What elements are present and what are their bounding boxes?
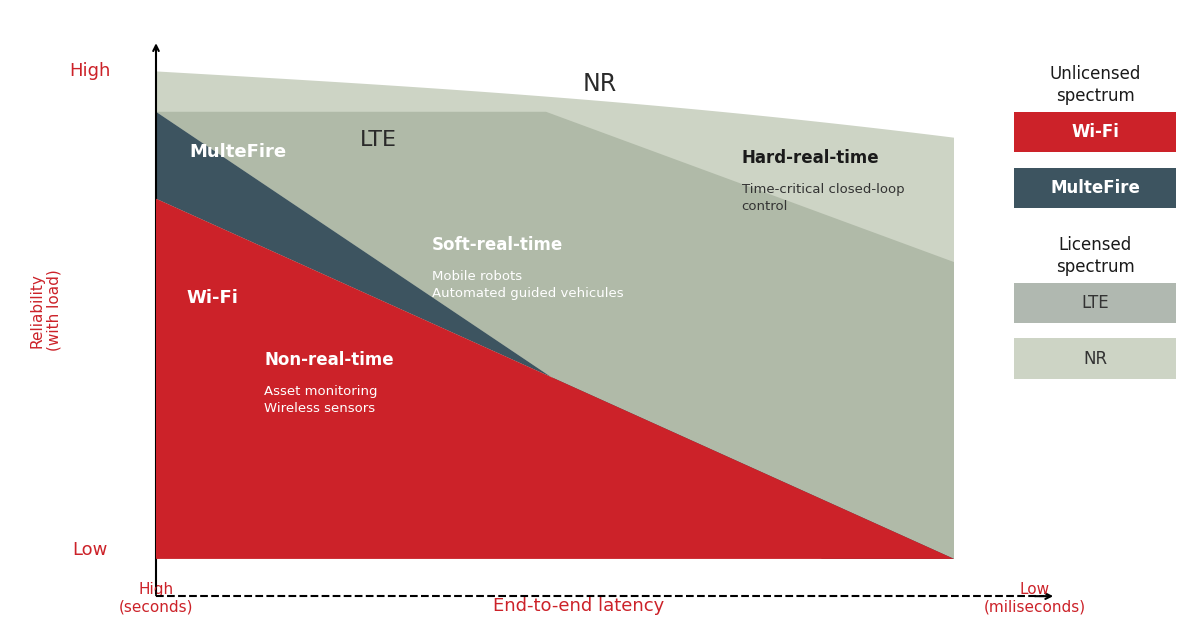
Bar: [1014, 168, 1176, 208]
Polygon shape: [156, 199, 954, 559]
Text: Unlicensed
spectrum: Unlicensed spectrum: [1049, 65, 1141, 106]
Text: Wi-Fi: Wi-Fi: [1072, 123, 1118, 141]
Bar: [1014, 283, 1176, 323]
Text: Low: Low: [72, 541, 108, 558]
Text: End-to-end latency: End-to-end latency: [493, 597, 665, 615]
Text: NR: NR: [583, 72, 617, 96]
Polygon shape: [156, 112, 954, 559]
Bar: [1014, 112, 1176, 152]
Text: LTE: LTE: [1081, 294, 1109, 312]
Text: MulteFire: MulteFire: [190, 143, 287, 161]
Text: High
(seconds): High (seconds): [119, 582, 193, 615]
Bar: [1014, 338, 1176, 379]
Text: Time-critical closed-loop
control: Time-critical closed-loop control: [742, 183, 905, 213]
Text: Hard-real-time: Hard-real-time: [742, 150, 880, 167]
Polygon shape: [156, 71, 954, 559]
Polygon shape: [156, 112, 954, 559]
Text: Soft-real-time: Soft-real-time: [432, 237, 563, 254]
Text: Non-real-time: Non-real-time: [264, 351, 394, 369]
Text: Low
(miliseconds): Low (miliseconds): [983, 582, 1086, 615]
Text: Wi-Fi: Wi-Fi: [186, 289, 238, 307]
Text: Asset monitoring
Wireless sensors: Asset monitoring Wireless sensors: [264, 385, 378, 415]
Text: Reliability
(with load): Reliability (with load): [29, 270, 62, 351]
Text: NR: NR: [1082, 350, 1108, 368]
Text: Licensed
spectrum: Licensed spectrum: [1056, 236, 1134, 276]
Text: MulteFire: MulteFire: [1050, 179, 1140, 197]
Text: Mobile robots
Automated guided vehicules: Mobile robots Automated guided vehicules: [432, 270, 624, 300]
Text: High: High: [70, 63, 110, 80]
Text: LTE: LTE: [360, 130, 396, 150]
